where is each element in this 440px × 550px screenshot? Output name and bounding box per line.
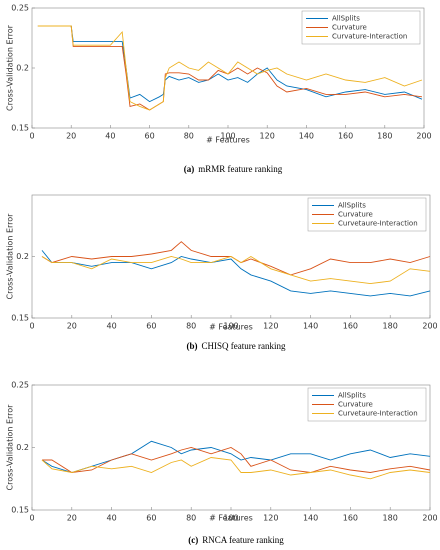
x-tick-label: 200	[422, 322, 437, 331]
x-tick-label: 120	[263, 322, 278, 331]
legend-label: Curvature	[338, 211, 373, 219]
caption: (c) RNCA feature ranking	[188, 535, 284, 545]
x-tick-label: 140	[303, 514, 318, 523]
legend-label: AllSplits	[338, 392, 366, 400]
caption-label: (b)	[187, 341, 198, 351]
caption-text: RNCA feature ranking	[202, 535, 284, 545]
legend-label: Curvetaure-Interaction	[338, 220, 418, 228]
y-tick-label: 0.15	[11, 124, 29, 133]
x-tick-label: 200	[416, 132, 431, 141]
x-tick-label: 180	[377, 132, 392, 141]
caption-label: (c)	[188, 535, 198, 545]
x-tick-label: 180	[383, 322, 398, 331]
x-tick-label: 0	[29, 514, 34, 523]
y-tick-label: 0.25	[11, 4, 29, 13]
caption-text: CHISQ feature ranking	[202, 341, 286, 351]
x-axis-label: # Features	[206, 136, 250, 145]
legend-label: AllSplits	[332, 15, 360, 23]
series-line	[41, 440, 431, 473]
x-tick-label: 60	[146, 514, 156, 523]
x-tick-label: 60	[145, 132, 155, 141]
series-line	[41, 250, 431, 297]
caption: (a) mRMR feature ranking	[184, 164, 283, 174]
x-tick-label: 80	[186, 514, 196, 523]
caption: (b) CHISQ feature ranking	[187, 341, 286, 351]
legend-label: Curvature	[338, 401, 373, 409]
series-line	[41, 255, 431, 285]
x-tick-label: 80	[186, 322, 196, 331]
x-tick-label: 140	[303, 322, 318, 331]
y-tick-label: 0.2	[16, 252, 29, 261]
legend-label: AllSplits	[338, 202, 366, 210]
caption-text: mRMR feature ranking	[198, 164, 282, 174]
x-tick-label: 0	[29, 132, 34, 141]
x-tick-label: 140	[299, 132, 314, 141]
x-tick-label: 80	[184, 132, 194, 141]
x-tick-label: 20	[66, 132, 76, 141]
legend-label: Curvature-Interaction	[332, 33, 407, 41]
legend-label: Curvetaure-Interaction	[338, 410, 418, 418]
series-line	[37, 25, 423, 111]
y-axis-label: Cross-Validation Error	[6, 213, 15, 300]
x-tick-label: 160	[343, 322, 358, 331]
x-tick-label: 40	[107, 322, 117, 331]
x-tick-label: 120	[260, 132, 275, 141]
x-tick-label: 200	[422, 514, 437, 523]
y-tick-label: 0.2	[16, 443, 29, 452]
x-tick-label: 100	[220, 132, 235, 141]
x-tick-label: 20	[67, 514, 77, 523]
series-line	[41, 457, 431, 480]
x-tick-label: 60	[146, 322, 156, 331]
x-tick-label: 160	[343, 514, 358, 523]
x-tick-label: 40	[107, 514, 117, 523]
x-axis-label: # Features	[209, 323, 253, 332]
y-tick-label: 0.25	[11, 381, 29, 390]
x-tick-label: 100	[223, 322, 238, 331]
legend-label: Curvature	[332, 24, 367, 32]
x-tick-label: 100	[223, 514, 238, 523]
x-tick-label: 180	[383, 514, 398, 523]
x-tick-label: 0	[29, 322, 34, 331]
y-tick-label: 0.15	[11, 506, 29, 515]
caption-label: (a)	[184, 164, 195, 174]
y-tick-label: 0.15	[11, 314, 29, 323]
x-tick-label: 120	[263, 514, 278, 523]
series-line	[42, 447, 431, 473]
x-tick-label: 160	[338, 132, 353, 141]
x-tick-label: 40	[105, 132, 115, 141]
y-axis-label: Cross-Validation Error	[6, 24, 15, 111]
y-tick-label: 0.2	[16, 64, 29, 73]
series-line	[37, 25, 423, 111]
y-axis-label: Cross-Validation Error	[6, 404, 15, 491]
x-axis-label: # Features	[209, 514, 253, 523]
series-line	[37, 25, 423, 103]
x-tick-label: 20	[67, 322, 77, 331]
